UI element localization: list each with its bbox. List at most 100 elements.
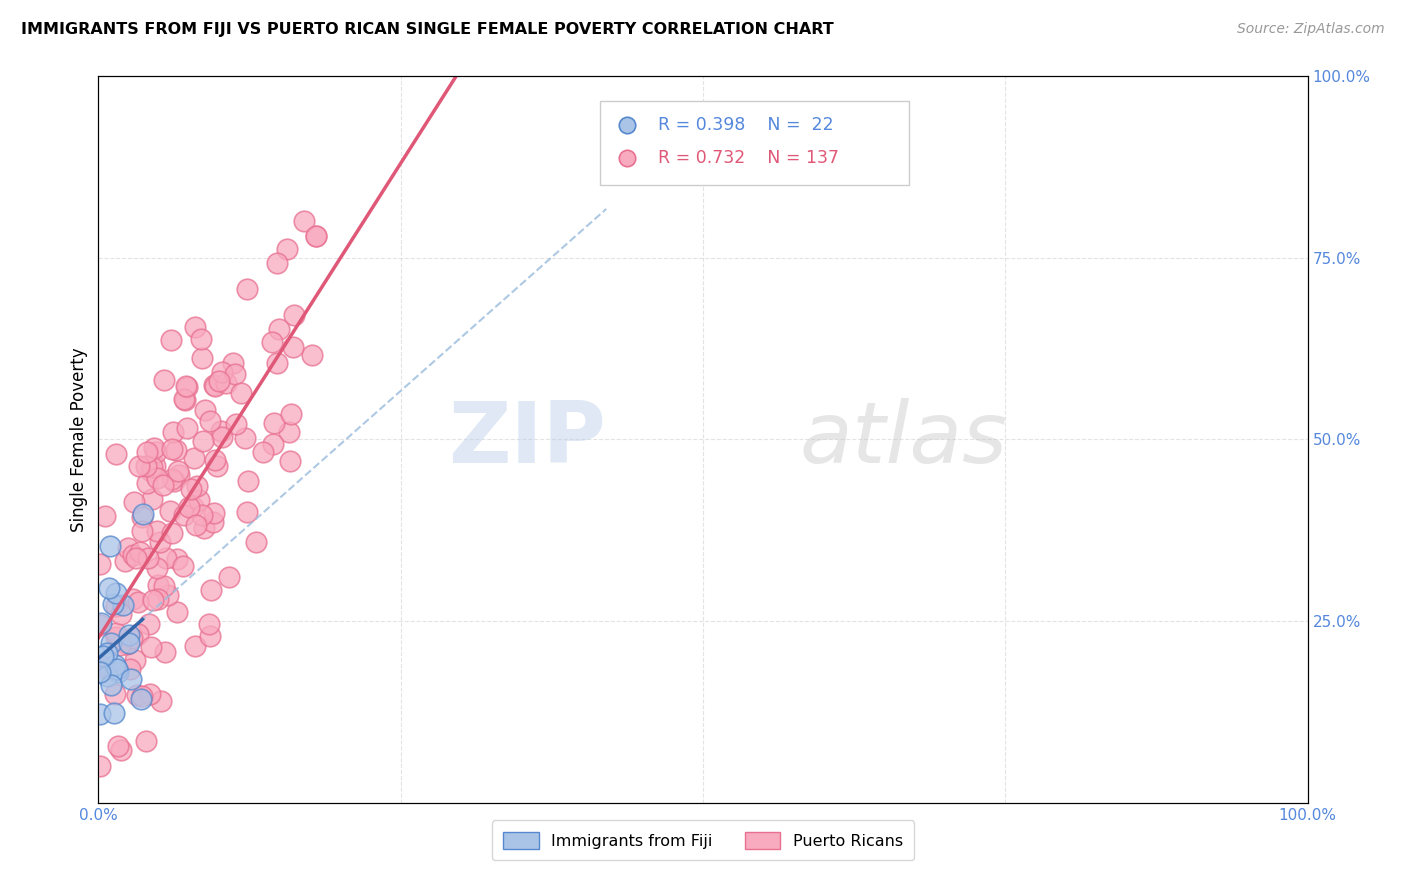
Point: [146, 591, 169, 606]
Point: [104, 586, 127, 600]
Point: [125, 688, 148, 702]
Point: [105, 630, 128, 644]
Point: [222, 356, 245, 370]
Point: [172, 559, 194, 574]
Point: [104, 626, 127, 640]
Point: [135, 444, 157, 458]
Point: [305, 229, 328, 244]
Point: [183, 451, 205, 466]
Point: [173, 508, 195, 522]
Point: [236, 282, 259, 296]
Point: [90, 616, 112, 631]
Point: [262, 436, 284, 450]
Point: [146, 470, 169, 484]
Point: [131, 690, 153, 704]
Point: [166, 606, 188, 620]
Point: [163, 474, 186, 488]
Point: [107, 665, 129, 680]
Point: [200, 582, 222, 597]
Point: [267, 322, 290, 336]
Point: [160, 442, 183, 456]
Y-axis label: Single Female Poverty: Single Female Poverty: [70, 347, 89, 532]
Point: [89, 706, 111, 721]
Point: [180, 482, 202, 496]
Point: [104, 599, 127, 613]
Point: [200, 629, 222, 643]
Point: [141, 464, 163, 478]
Point: [143, 442, 166, 456]
Point: [280, 407, 302, 421]
Point: [191, 508, 214, 522]
Point: [165, 442, 187, 457]
Point: [176, 421, 198, 435]
Point: [153, 579, 176, 593]
Point: [98, 539, 121, 553]
Point: [252, 444, 274, 458]
Point: [266, 256, 288, 270]
Point: [167, 468, 190, 483]
Point: [173, 392, 195, 406]
Point: [121, 632, 143, 646]
Point: [231, 385, 253, 400]
Point: [135, 458, 157, 473]
Point: [117, 541, 139, 555]
Point: [211, 430, 233, 444]
Point: [245, 534, 267, 549]
Point: [179, 500, 201, 515]
Point: [139, 640, 162, 655]
Point: [110, 607, 132, 621]
Point: [616, 151, 638, 165]
Point: [89, 618, 111, 632]
Point: [135, 475, 157, 490]
Point: [146, 561, 169, 575]
Point: [96, 662, 118, 676]
Point: [143, 458, 166, 473]
Point: [225, 417, 247, 431]
Point: [91, 649, 114, 664]
Point: [131, 691, 153, 706]
Point: [174, 379, 197, 393]
Point: [145, 445, 167, 459]
Text: R = 0.732    N = 137: R = 0.732 N = 137: [658, 149, 839, 167]
Point: [193, 520, 215, 534]
Legend: Immigrants from Fiji, Puerto Ricans: Immigrants from Fiji, Puerto Ricans: [492, 821, 914, 860]
Point: [160, 525, 183, 540]
Point: [124, 653, 146, 667]
Point: [305, 229, 328, 244]
Point: [184, 320, 207, 334]
Point: [128, 458, 150, 473]
Point: [202, 507, 225, 521]
Point: [184, 517, 207, 532]
Point: [198, 617, 221, 632]
Point: [153, 373, 176, 387]
Point: [159, 333, 181, 347]
Point: [107, 739, 129, 753]
Point: [139, 687, 162, 701]
Point: [89, 759, 111, 773]
Point: [141, 460, 163, 475]
Point: [209, 425, 232, 439]
Point: [89, 558, 111, 572]
Point: [191, 434, 214, 448]
Point: [131, 508, 153, 522]
Point: [233, 431, 256, 445]
Point: [283, 308, 305, 322]
Point: [201, 515, 224, 529]
Point: [301, 348, 323, 362]
Point: [135, 734, 157, 748]
Point: [204, 379, 226, 393]
Point: [111, 599, 134, 613]
Point: [127, 627, 149, 641]
Point: [224, 368, 246, 382]
Point: [141, 492, 163, 507]
Point: [105, 447, 128, 461]
Point: [114, 554, 136, 568]
Point: [211, 365, 233, 379]
Point: [101, 598, 124, 612]
Point: [96, 668, 118, 682]
Point: [186, 479, 208, 493]
Point: [118, 628, 141, 642]
Point: [162, 425, 184, 439]
Point: [278, 454, 301, 468]
Point: [131, 510, 153, 524]
